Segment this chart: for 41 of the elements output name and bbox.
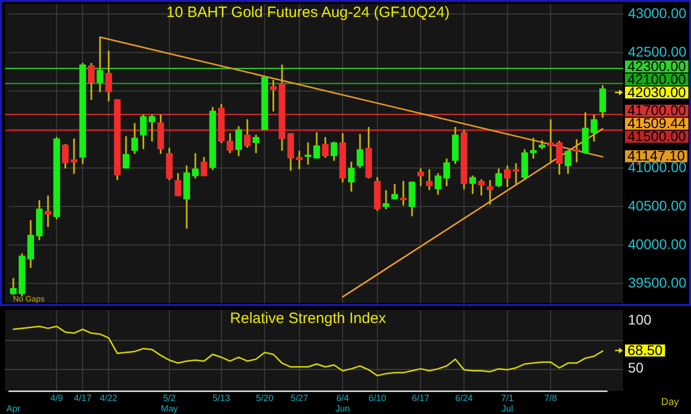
text: 42030.00	[628, 84, 686, 100]
candlestick	[486, 180, 494, 205]
candlestick	[512, 163, 520, 186]
candlestick	[70, 138, 78, 174]
y-tick-label: 42500.00	[628, 43, 687, 60]
x-tick-label: 4/9	[50, 392, 63, 403]
x-tick-label: 6/17	[412, 392, 430, 403]
x-tick-label: 5/20	[256, 392, 274, 403]
data-label: 41509.44	[628, 115, 686, 132]
y-tick-label: 100	[628, 311, 652, 328]
candlestick	[96, 36, 104, 92]
x-tick-label: 4/22	[100, 392, 118, 403]
y-tick-label: 43000.00	[628, 4, 687, 21]
x-tick-label: 5/27	[290, 392, 308, 403]
x-tick-label: 7/1 Jul	[501, 392, 514, 414]
y-tick-label: 40000.00	[628, 236, 687, 252]
y-tick-label: 40500.00	[628, 198, 687, 214]
x-axis-title: Day	[661, 396, 679, 408]
ref-line-label: 41500.00	[628, 128, 686, 144]
candlestick	[44, 196, 52, 228]
candlestick	[261, 76, 268, 130]
ref-line-label: 41700.00	[628, 102, 686, 118]
x-tick-label: 6/10	[368, 392, 386, 403]
ref-line-label: 42300.00	[628, 58, 686, 74]
x-tick-label: 4/17	[74, 392, 92, 403]
annotation: No Gaps	[13, 294, 45, 304]
candlestick	[304, 142, 312, 165]
x-tick-label: 5/2 May	[160, 392, 178, 414]
ref-line-label: 42100.00	[628, 70, 686, 87]
candlestick	[148, 114, 156, 142]
x-tick-label: 6/24	[455, 392, 473, 403]
y-tick-label: 50	[628, 360, 644, 376]
candlestick	[382, 190, 390, 210]
x-tick-label: 5/13	[212, 392, 230, 403]
chart-title: Relative Strength Index	[230, 310, 386, 328]
data-label: 68.50	[628, 342, 663, 358]
x-tick-label: Apr	[6, 404, 20, 414]
x-tick-label: 7/8	[544, 392, 557, 403]
x-tick-label: 6/4 Jun	[335, 392, 350, 414]
y-tick-label: 39500.00	[628, 274, 687, 291]
chart-title: 10 BAHT Gold Futures Aug-24 (GF10Q24)	[166, 4, 450, 22]
